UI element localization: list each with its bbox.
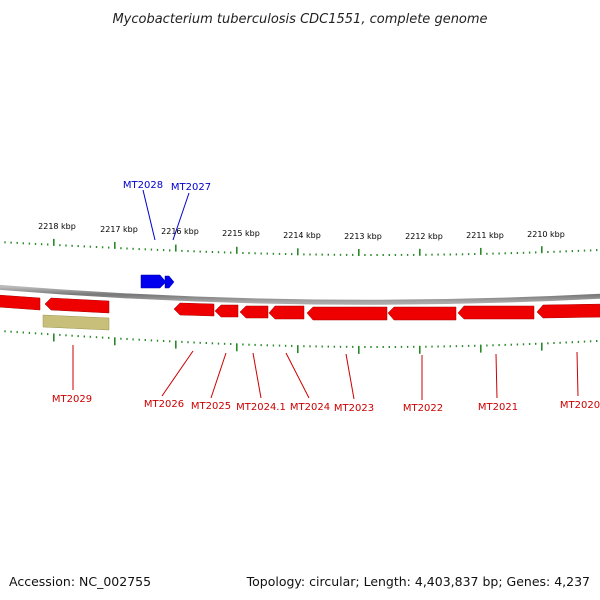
gene-arrow-mt2024-1[interactable] [239, 305, 269, 319]
scale-labels: 2218 kbp 2217 kbp 2216 kbp 2215 kbp 2214… [38, 222, 565, 241]
gene-label-mt2026[interactable]: MT2026 [144, 399, 184, 410]
gene-label-mt2024[interactable]: MT2024 [290, 402, 330, 413]
leader-line-mt2020 [576, 351, 579, 397]
tick-marks-inner [4, 330, 598, 354]
tick-marks-outer [4, 238, 598, 256]
gene-label-mt2022[interactable]: MT2022 [403, 403, 443, 414]
kbp-label: 2217 kbp [100, 225, 138, 234]
leader-line-mt2021 [495, 353, 498, 399]
forward-genes [140, 274, 175, 289]
gene-arrow-mt2020[interactable] [536, 303, 600, 319]
kbp-label: 2213 kbp [344, 232, 382, 241]
leader-line-mt2025 [210, 352, 227, 399]
kbp-label: 2216 kbp [161, 227, 199, 236]
leader-line-mt2026 [161, 350, 194, 397]
gene-arrow-mt2023[interactable] [306, 306, 388, 321]
kbp-label: 2211 kbp [466, 231, 504, 240]
kbp-label: 2218 kbp [38, 222, 76, 231]
reverse-genes [0, 294, 600, 331]
gene-label-mt2028[interactable]: MT2028 [123, 180, 163, 191]
kbp-label: 2210 kbp [527, 230, 565, 239]
gene-arrow-mt2024[interactable] [268, 305, 305, 320]
leader-line-mt2024-1 [252, 352, 262, 399]
map-title: Mycobacterium tuberculosis CDC1551, comp… [112, 12, 487, 27]
leader-line-mt2028 [142, 189, 156, 241]
gene-arrow-mt2021[interactable] [457, 305, 535, 320]
gene-arrow-mt2026[interactable] [173, 302, 215, 317]
gene-arrow-mt2029-part2[interactable] [44, 297, 110, 314]
gene-label-mt2021[interactable]: MT2021 [478, 402, 518, 413]
gene-arrow-mt2028[interactable] [140, 274, 167, 289]
other-feature-bar[interactable] [42, 314, 110, 331]
genome-backbone [0, 284, 600, 305]
gene-arrow-mt2025[interactable] [214, 304, 239, 318]
leader-line-mt2023 [345, 353, 355, 400]
gene-arrow-mt2029-part1[interactable] [0, 294, 41, 311]
gene-label-mt2027[interactable]: MT2027 [171, 182, 211, 193]
gene-arrow-mt2027[interactable] [164, 275, 175, 289]
kbp-label: 2214 kbp [283, 231, 321, 240]
leader-line-mt2027 [172, 192, 190, 241]
gene-label-mt2020[interactable]: MT2020 [560, 400, 600, 411]
leader-line-mt2024 [285, 352, 310, 399]
genome-summary-text: Topology: circular; Length: 4,403,837 bp… [246, 574, 590, 589]
gene-label-mt2025[interactable]: MT2025 [191, 401, 231, 412]
accession-text: Accession: NC_002755 [9, 574, 151, 589]
gene-arrow-mt2022[interactable] [387, 306, 457, 321]
kbp-label: 2215 kbp [222, 229, 260, 238]
kbp-label: 2212 kbp [405, 232, 443, 241]
gene-label-mt2024-1[interactable]: MT2024.1 [236, 402, 286, 413]
gene-label-mt2023[interactable]: MT2023 [334, 403, 374, 414]
gene-labels: MT2028 MT2027 MT2029 MT2026 MT2025 MT202… [52, 180, 600, 414]
gene-label-mt2029[interactable]: MT2029 [52, 394, 92, 405]
label-leader-lines [72, 189, 579, 400]
